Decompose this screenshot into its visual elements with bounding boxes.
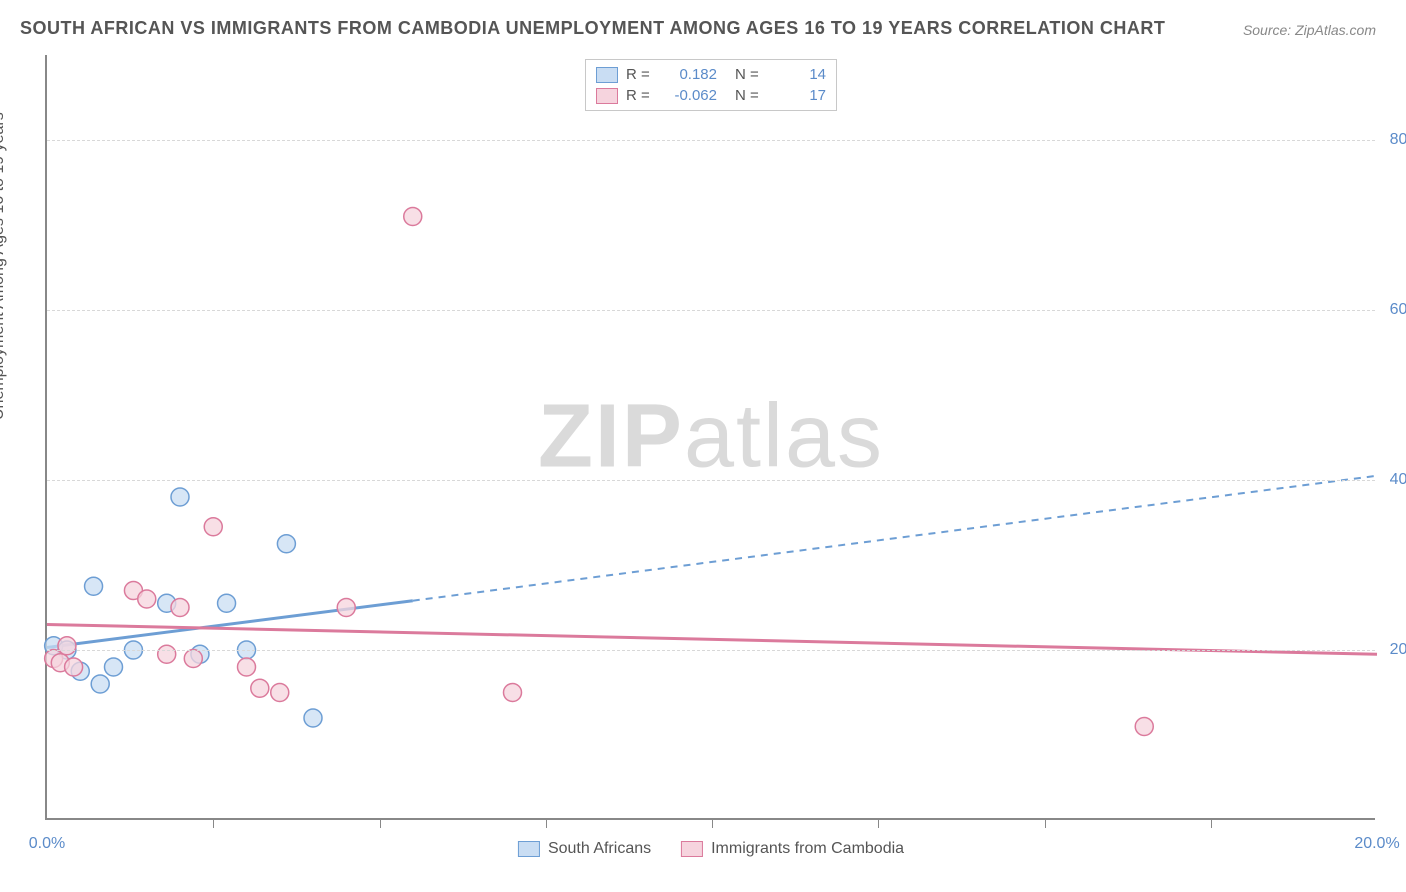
y-tick-label: 60.0% [1390, 301, 1406, 319]
x-tick [546, 818, 547, 828]
gridline [47, 140, 1375, 141]
legend-stat-row: R = 0.182 N = 14 [596, 64, 826, 85]
stat-label: R = [626, 66, 654, 83]
chart-plot-area: ZIPatlas R =0.182N =14R =-0.062N =17 Sou… [45, 55, 1375, 820]
stat-value: 0.182 [662, 66, 717, 83]
y-tick-label: 40.0% [1390, 471, 1406, 489]
x-tick [878, 818, 879, 828]
legend-series-label: Immigrants from Cambodia [711, 840, 904, 858]
legend-series-item: Immigrants from Cambodia [681, 840, 904, 858]
stat-value: 17 [771, 87, 826, 104]
scatter-plot-svg [47, 55, 1375, 818]
gridline [47, 650, 1375, 651]
x-tick [712, 818, 713, 828]
correlation-legend: R = 0.182 N = 14 R = -0.062 N = 17 [585, 59, 837, 111]
gridline [47, 480, 1375, 481]
legend-stat-row: R = -0.062 N = 17 [596, 85, 826, 106]
chart-title: SOUTH AFRICAN VS IMMIGRANTS FROM CAMBODI… [20, 18, 1165, 39]
y-axis-label: Unemployment Among Ages 16 to 19 years [0, 112, 8, 420]
stat-label: N = [735, 87, 763, 104]
series-legend: South Africans Immigrants from Cambodia [518, 840, 904, 858]
legend-swatch [681, 841, 703, 857]
x-tick [1211, 818, 1212, 828]
x-tick-label: 20.0% [1354, 835, 1399, 853]
legend-swatch [596, 88, 618, 104]
legend-swatch [596, 67, 618, 83]
y-tick-label: 20.0% [1390, 641, 1406, 659]
legend-series-item: South Africans [518, 840, 651, 858]
x-tick [213, 818, 214, 828]
legend-swatch [518, 841, 540, 857]
y-tick-label: 80.0% [1390, 131, 1406, 149]
stat-label: R = [626, 87, 654, 104]
stat-value: -0.062 [662, 87, 717, 104]
stat-label: N = [735, 66, 763, 83]
x-tick [1045, 818, 1046, 828]
source-attribution: Source: ZipAtlas.com [1243, 22, 1376, 38]
stat-value: 14 [771, 66, 826, 83]
x-tick [380, 818, 381, 828]
gridline [47, 310, 1375, 311]
legend-series-label: South Africans [548, 840, 651, 858]
x-tick-label: 0.0% [29, 835, 65, 853]
